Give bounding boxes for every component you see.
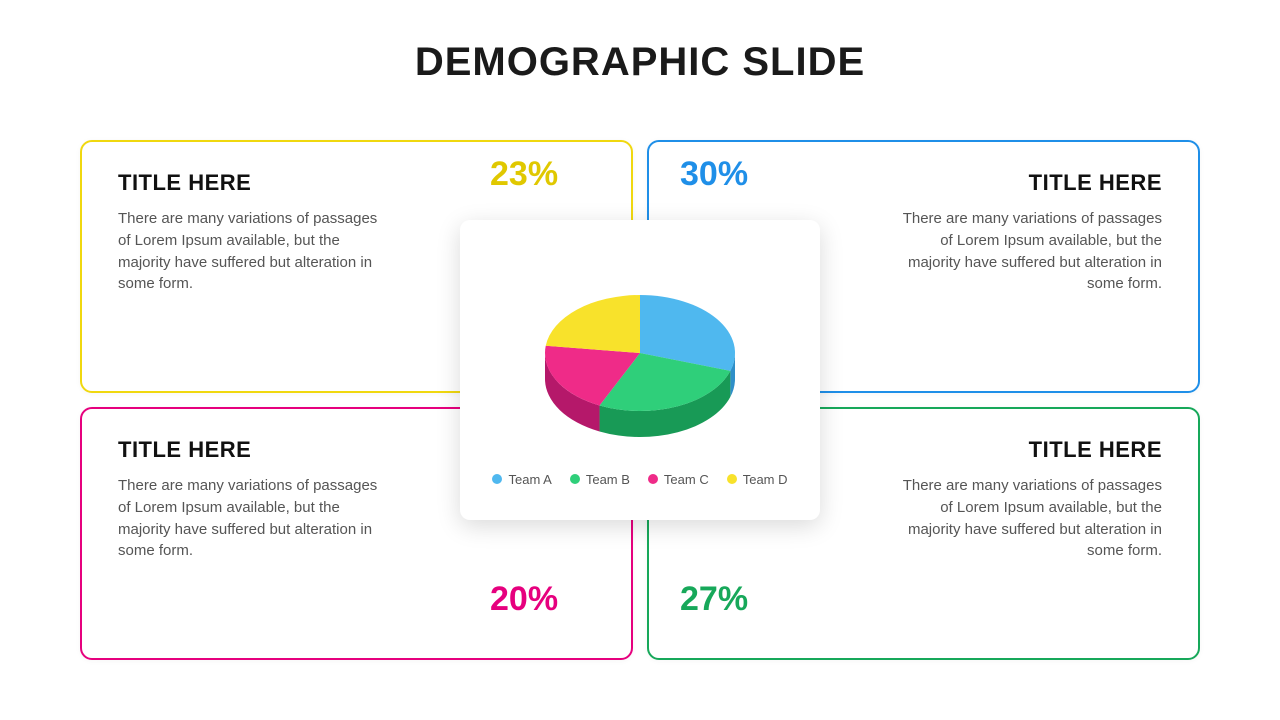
legend-label: Team C — [664, 472, 709, 487]
pie-slice — [546, 295, 640, 353]
legend-dot-icon — [727, 474, 737, 484]
percent-top-left: 23% — [490, 155, 558, 194]
pie-legend: Team A Team B Team C Team D — [492, 472, 787, 487]
card-body: There are many variations of passages of… — [902, 208, 1162, 295]
legend-item: Team B — [570, 472, 630, 487]
legend-item: Team D — [727, 472, 788, 487]
percent-top-right: 30% — [680, 155, 748, 194]
legend-item: Team A — [492, 472, 551, 487]
page-title: DEMOGRAPHIC SLIDE — [0, 40, 1280, 85]
legend-dot-icon — [492, 474, 502, 484]
percent-bottom-left: 20% — [490, 580, 558, 619]
legend-dot-icon — [570, 474, 580, 484]
card-body: There are many variations of passages of… — [902, 475, 1162, 562]
card-body: There are many variations of passages of… — [118, 475, 378, 562]
card-title: TITLE HERE — [685, 170, 1162, 196]
pie-chart-card: Team A Team B Team C Team D — [460, 220, 820, 520]
legend-dot-icon — [648, 474, 658, 484]
legend-label: Team D — [743, 472, 788, 487]
pie-chart — [510, 258, 770, 458]
legend-item: Team C — [648, 472, 709, 487]
legend-label: Team B — [586, 472, 630, 487]
card-body: There are many variations of passages of… — [118, 208, 378, 295]
percent-bottom-right: 27% — [680, 580, 748, 619]
legend-label: Team A — [508, 472, 551, 487]
